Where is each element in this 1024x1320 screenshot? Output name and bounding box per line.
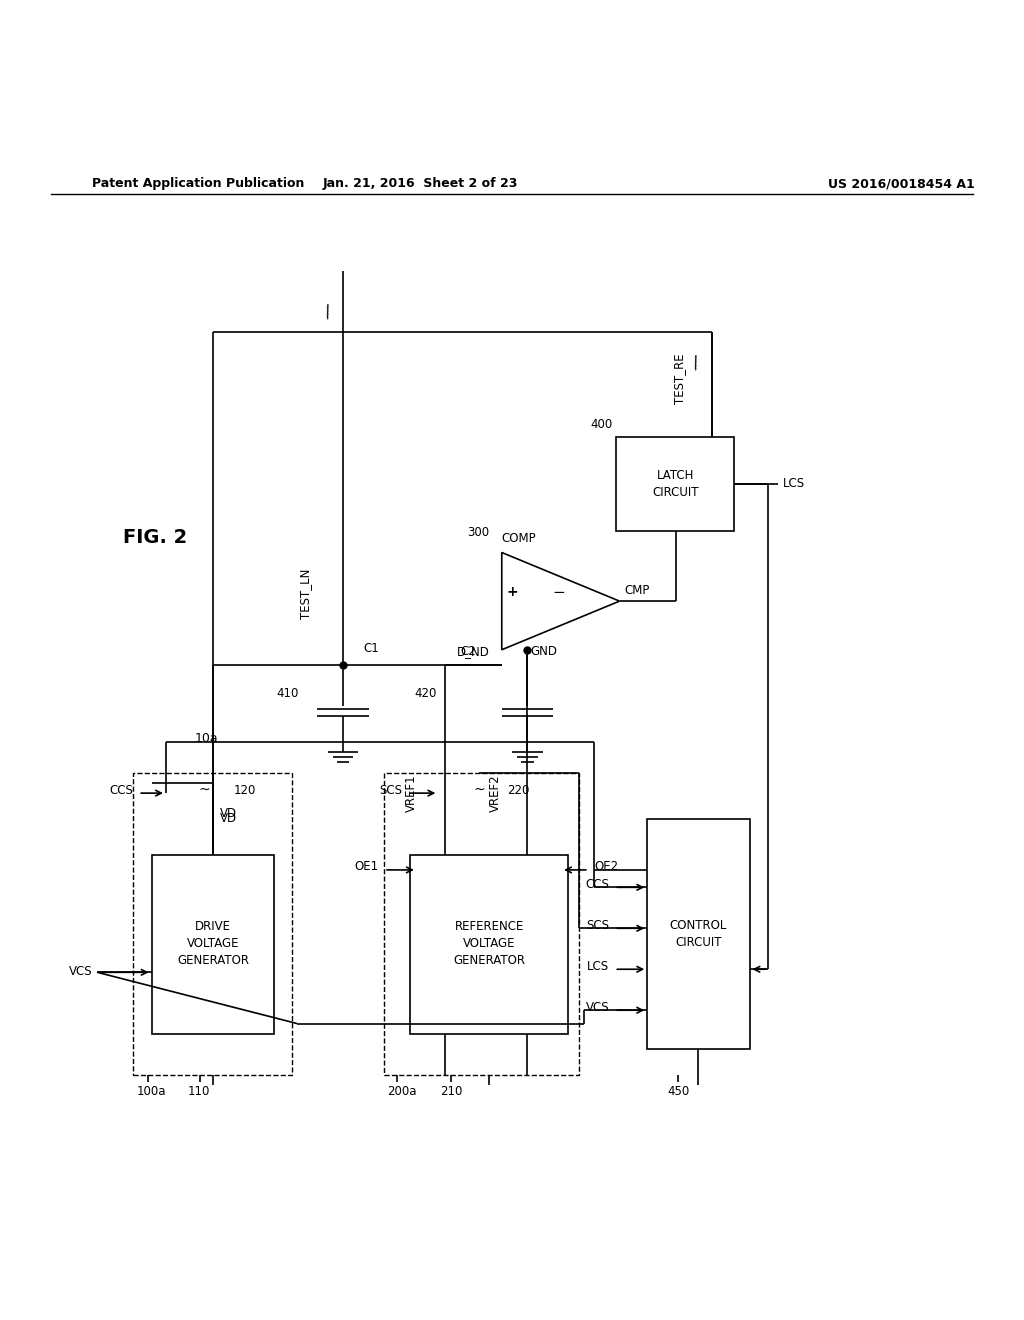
- Text: LCS: LCS: [587, 960, 609, 973]
- Text: 410: 410: [276, 688, 299, 701]
- Text: −: −: [553, 585, 565, 599]
- Text: LCS: LCS: [783, 478, 806, 490]
- Text: TEST_LN: TEST_LN: [299, 568, 312, 619]
- Text: GND: GND: [530, 645, 557, 657]
- Text: Patent Application Publication: Patent Application Publication: [92, 177, 304, 190]
- Text: OE1: OE1: [354, 861, 379, 874]
- Text: 10a: 10a: [195, 731, 218, 744]
- Text: 420: 420: [415, 688, 437, 701]
- Text: SCS: SCS: [380, 784, 402, 796]
- Text: COMP: COMP: [502, 532, 537, 545]
- Text: VREF2: VREF2: [488, 775, 502, 812]
- Text: 200a: 200a: [387, 1085, 417, 1098]
- Text: US 2016/0018454 A1: US 2016/0018454 A1: [827, 177, 975, 190]
- Text: VREF1: VREF1: [404, 775, 418, 812]
- Text: 120: 120: [233, 784, 256, 796]
- Text: OE2: OE2: [594, 861, 618, 874]
- Text: C2: C2: [461, 645, 476, 657]
- Text: FIG. 2: FIG. 2: [123, 528, 187, 546]
- Text: /: /: [691, 354, 701, 372]
- Text: +: +: [506, 585, 518, 599]
- Text: CCS: CCS: [110, 784, 133, 796]
- Text: 450: 450: [668, 1085, 690, 1098]
- Text: 210: 210: [440, 1085, 463, 1098]
- Text: VCS: VCS: [69, 965, 92, 978]
- Text: 110: 110: [187, 1085, 210, 1098]
- Text: ~: ~: [199, 783, 211, 797]
- Text: CCS: CCS: [586, 878, 609, 891]
- Text: LATCH
CIRCUIT: LATCH CIRCUIT: [652, 469, 699, 499]
- Text: VD: VD: [220, 812, 238, 825]
- Text: 100a: 100a: [136, 1085, 166, 1098]
- Text: REFERENCE
VOLTAGE
GENERATOR: REFERENCE VOLTAGE GENERATOR: [454, 920, 525, 968]
- Text: CMP: CMP: [625, 583, 650, 597]
- Text: 300: 300: [467, 527, 489, 539]
- Text: TEST_RE: TEST_RE: [673, 352, 686, 404]
- Text: ~: ~: [473, 783, 485, 797]
- Text: VCS: VCS: [586, 1001, 609, 1014]
- Text: 400: 400: [590, 417, 612, 430]
- Text: DRIVE
VOLTAGE
GENERATOR: DRIVE VOLTAGE GENERATOR: [177, 920, 249, 968]
- Text: 220: 220: [507, 784, 529, 796]
- Text: Jan. 21, 2016  Sheet 2 of 23: Jan. 21, 2016 Sheet 2 of 23: [323, 177, 517, 190]
- Text: D_ND: D_ND: [457, 645, 489, 657]
- Text: SCS: SCS: [587, 919, 609, 932]
- Text: /: /: [323, 302, 333, 321]
- Text: C1: C1: [364, 642, 379, 655]
- Text: VD: VD: [220, 807, 238, 820]
- Text: CONTROL
CIRCUIT: CONTROL CIRCUIT: [670, 920, 727, 949]
